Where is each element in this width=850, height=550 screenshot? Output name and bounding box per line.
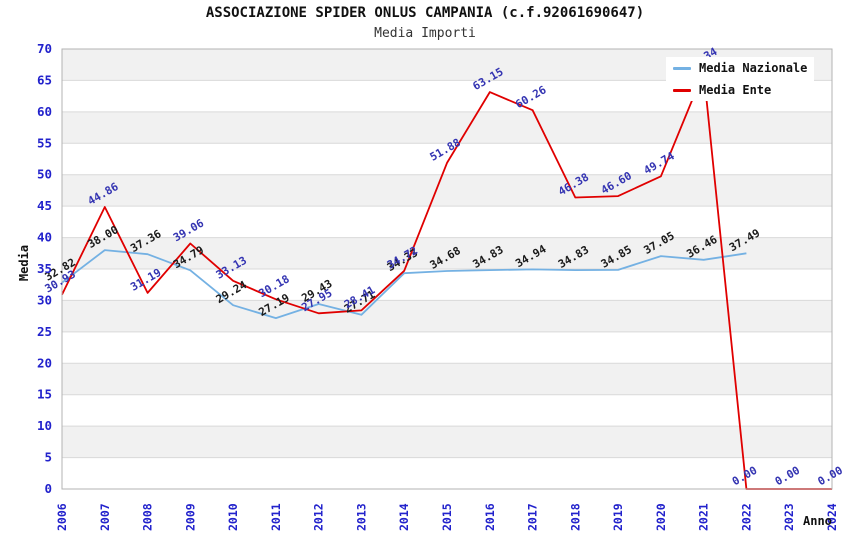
svg-text:2020: 2020	[654, 503, 668, 531]
svg-text:2010: 2010	[226, 503, 240, 531]
legend-item-media-nazionale: Media Nazionale	[666, 59, 814, 77]
legend-label: Media Nazionale	[699, 61, 808, 75]
svg-text:35: 35	[37, 261, 52, 276]
svg-text:70: 70	[37, 41, 52, 56]
svg-text:0.00: 0.00	[773, 464, 802, 489]
svg-text:2017: 2017	[526, 503, 540, 531]
svg-text:2009: 2009	[183, 503, 197, 531]
svg-text:55: 55	[37, 135, 52, 150]
svg-text:2021: 2021	[697, 503, 711, 531]
svg-text:60.26: 60.26	[513, 83, 549, 111]
legend-label: Media Ente	[699, 83, 772, 97]
svg-text:0.00: 0.00	[816, 464, 845, 489]
svg-text:0.00: 0.00	[730, 464, 759, 489]
svg-text:2024: 2024	[825, 503, 839, 531]
svg-text:49.74: 49.74	[642, 149, 678, 177]
svg-text:10: 10	[37, 418, 52, 433]
svg-text:40: 40	[37, 230, 52, 245]
svg-text:20: 20	[37, 355, 52, 370]
svg-text:5: 5	[44, 450, 52, 465]
y-axis-title: Media	[17, 244, 32, 282]
svg-text:2022: 2022	[739, 503, 753, 531]
svg-text:15: 15	[37, 387, 52, 402]
svg-text:2018: 2018	[568, 503, 582, 531]
svg-text:2012: 2012	[312, 503, 326, 531]
legend-swatch-nazionale-icon	[673, 66, 691, 70]
svg-text:0: 0	[44, 481, 52, 496]
svg-text:2008: 2008	[141, 503, 155, 531]
svg-text:2006: 2006	[55, 503, 69, 531]
chart-title: ASSOCIAZIONE SPIDER ONLUS CAMPANIA (c.f.…	[205, 5, 645, 21]
svg-text:2013: 2013	[354, 503, 368, 531]
legend: Media Nazionale Media Ente	[666, 57, 814, 101]
svg-text:25: 25	[37, 324, 52, 339]
svg-text:2011: 2011	[269, 503, 283, 531]
svg-text:2015: 2015	[440, 503, 454, 531]
svg-text:45: 45	[37, 198, 52, 213]
svg-text:50: 50	[37, 167, 52, 182]
x-axis-title: Anno	[803, 514, 832, 528]
svg-text:60: 60	[37, 104, 52, 119]
chart-subtitle: Media Importi	[374, 26, 476, 41]
svg-text:2023: 2023	[782, 503, 796, 531]
svg-text:2007: 2007	[98, 503, 112, 531]
svg-text:30: 30	[37, 292, 52, 307]
legend-item-media-ente: Media Ente	[666, 81, 814, 99]
svg-text:2019: 2019	[611, 503, 625, 531]
svg-text:65: 65	[37, 72, 52, 87]
svg-text:2016: 2016	[483, 503, 497, 531]
legend-swatch-ente-icon	[673, 88, 691, 92]
svg-text:2014: 2014	[397, 503, 411, 531]
